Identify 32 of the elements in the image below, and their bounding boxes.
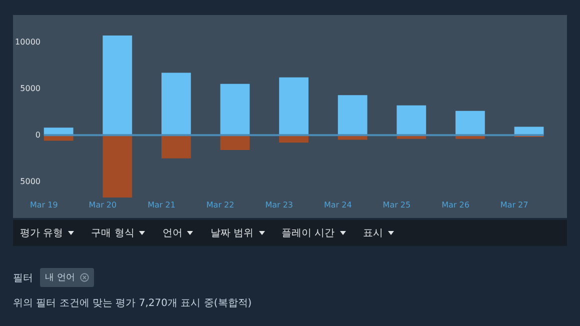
bar: [102, 35, 132, 136]
y-tick-label: 0: [35, 130, 40, 140]
x-tick-label: Mar 23: [265, 200, 294, 210]
bar: [161, 72, 191, 136]
bar: [455, 110, 485, 136]
bar: [161, 135, 191, 158]
x-tick-label: Mar 27: [500, 200, 528, 210]
bar: [102, 135, 132, 198]
x-tick-label: Mar 22: [206, 200, 234, 210]
x-tick-label: Mar 24: [324, 200, 352, 210]
bar: [338, 95, 368, 136]
y-tick-label: 5000: [20, 84, 40, 94]
text: 언어: [162, 227, 182, 240]
bar: [396, 105, 426, 136]
text: 필터: [13, 272, 33, 284]
x-tick-label: Mar 19: [30, 200, 58, 210]
text: 플레이 시간: [282, 227, 335, 240]
bar: [279, 77, 308, 136]
y-tick-label: 10000: [15, 38, 40, 47]
text: 표시: [362, 227, 383, 240]
x-tick-label: Mar 25: [382, 200, 411, 210]
text: 위의 필터 조건에 맞는 평가 7,270개 표시 중(복합적): [13, 297, 252, 310]
text: 평가 유형: [20, 227, 64, 240]
bar: [220, 135, 250, 150]
x-tick-label: Mar 21: [148, 200, 176, 210]
y-tick-label: 5000: [20, 177, 40, 186]
x-tick-label: Mar 26: [442, 200, 470, 210]
text: 날짜 범위: [210, 227, 254, 240]
x-tick-label: Mar 20: [88, 200, 117, 210]
bar: [220, 84, 250, 136]
text: 구매 형식: [91, 227, 134, 240]
text: 내 언어: [45, 272, 75, 284]
